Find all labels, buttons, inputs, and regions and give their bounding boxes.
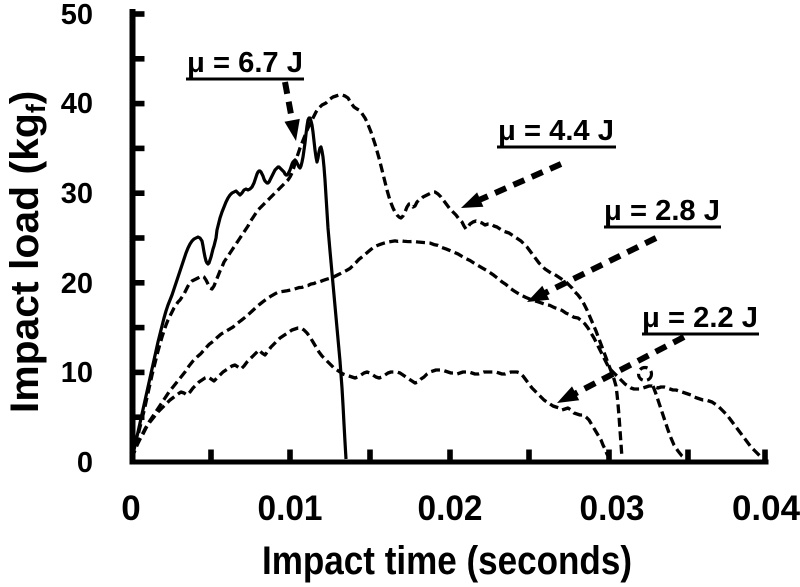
svg-text:Impact time (seconds): Impact time (seconds) <box>262 539 632 583</box>
svg-text:0.03: 0.03 <box>580 489 645 528</box>
svg-text:μ = 2.8 J: μ = 2.8 J <box>604 195 720 227</box>
svg-text:0.04: 0.04 <box>732 489 800 528</box>
svg-text:20: 20 <box>61 268 93 300</box>
svg-text:40: 40 <box>61 88 93 120</box>
svg-text:0.02: 0.02 <box>418 489 483 528</box>
svg-text:50: 50 <box>61 0 93 31</box>
svg-text:Impact load (kgf): Impact load (kgf) <box>3 91 51 413</box>
svg-text:0: 0 <box>121 489 140 528</box>
svg-text:30: 30 <box>61 178 93 210</box>
svg-text:μ = 6.7 J: μ = 6.7 J <box>187 47 303 79</box>
svg-text:μ = 2.2 J: μ = 2.2 J <box>642 302 758 334</box>
svg-text:0.01: 0.01 <box>258 489 323 528</box>
svg-text:10: 10 <box>61 357 93 389</box>
svg-text:μ = 4.4 J: μ = 4.4 J <box>498 115 614 147</box>
svg-text:0: 0 <box>77 447 93 479</box>
